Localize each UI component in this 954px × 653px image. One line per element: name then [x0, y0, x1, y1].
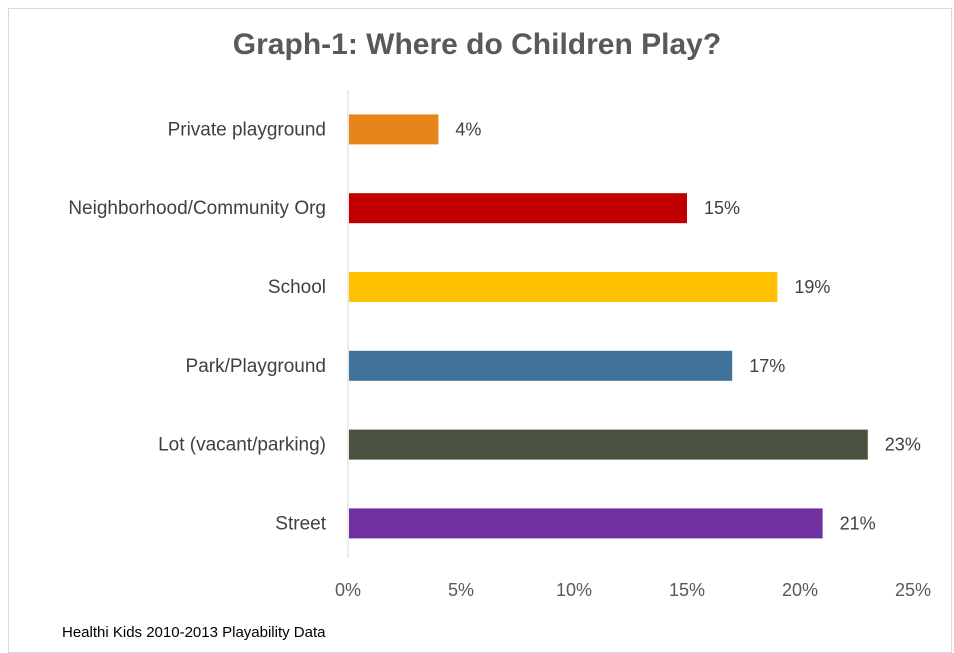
x-tick-label: 10%: [556, 580, 592, 600]
chart-title: Graph-1: Where do Children Play?: [232, 28, 722, 61]
x-tick-label: 5%: [448, 580, 474, 600]
data-label: 4%: [455, 119, 481, 139]
category-label: Private playground: [168, 119, 326, 140]
bar: [349, 272, 778, 302]
data-label: 19%: [794, 277, 830, 297]
bars-group: Private playground 4% Neighborhood/Communi…: [68, 114, 931, 600]
category-label: Lot (vacant/parking): [158, 435, 326, 456]
category-label: Park/Playground: [186, 356, 326, 377]
category-label: School: [268, 277, 326, 298]
x-tick-label: 15%: [669, 580, 705, 600]
x-tick-label: 0%: [335, 580, 361, 600]
bar: [349, 114, 439, 145]
bar: [349, 508, 823, 539]
x-tick-label: 20%: [782, 580, 818, 600]
data-label: 21%: [840, 513, 876, 533]
source-note: Healthi Kids 2010-2013 Playability Data: [62, 624, 326, 641]
data-label: 17%: [749, 356, 785, 376]
x-tick-label: 25%: [895, 580, 931, 600]
bar: [349, 429, 868, 460]
category-label: Street: [275, 513, 326, 534]
category-label: Neighborhood/Community Org: [68, 198, 326, 219]
data-label: 15%: [704, 198, 740, 218]
bar: [349, 193, 687, 224]
data-label: 23%: [885, 435, 921, 455]
bar: [349, 350, 733, 381]
